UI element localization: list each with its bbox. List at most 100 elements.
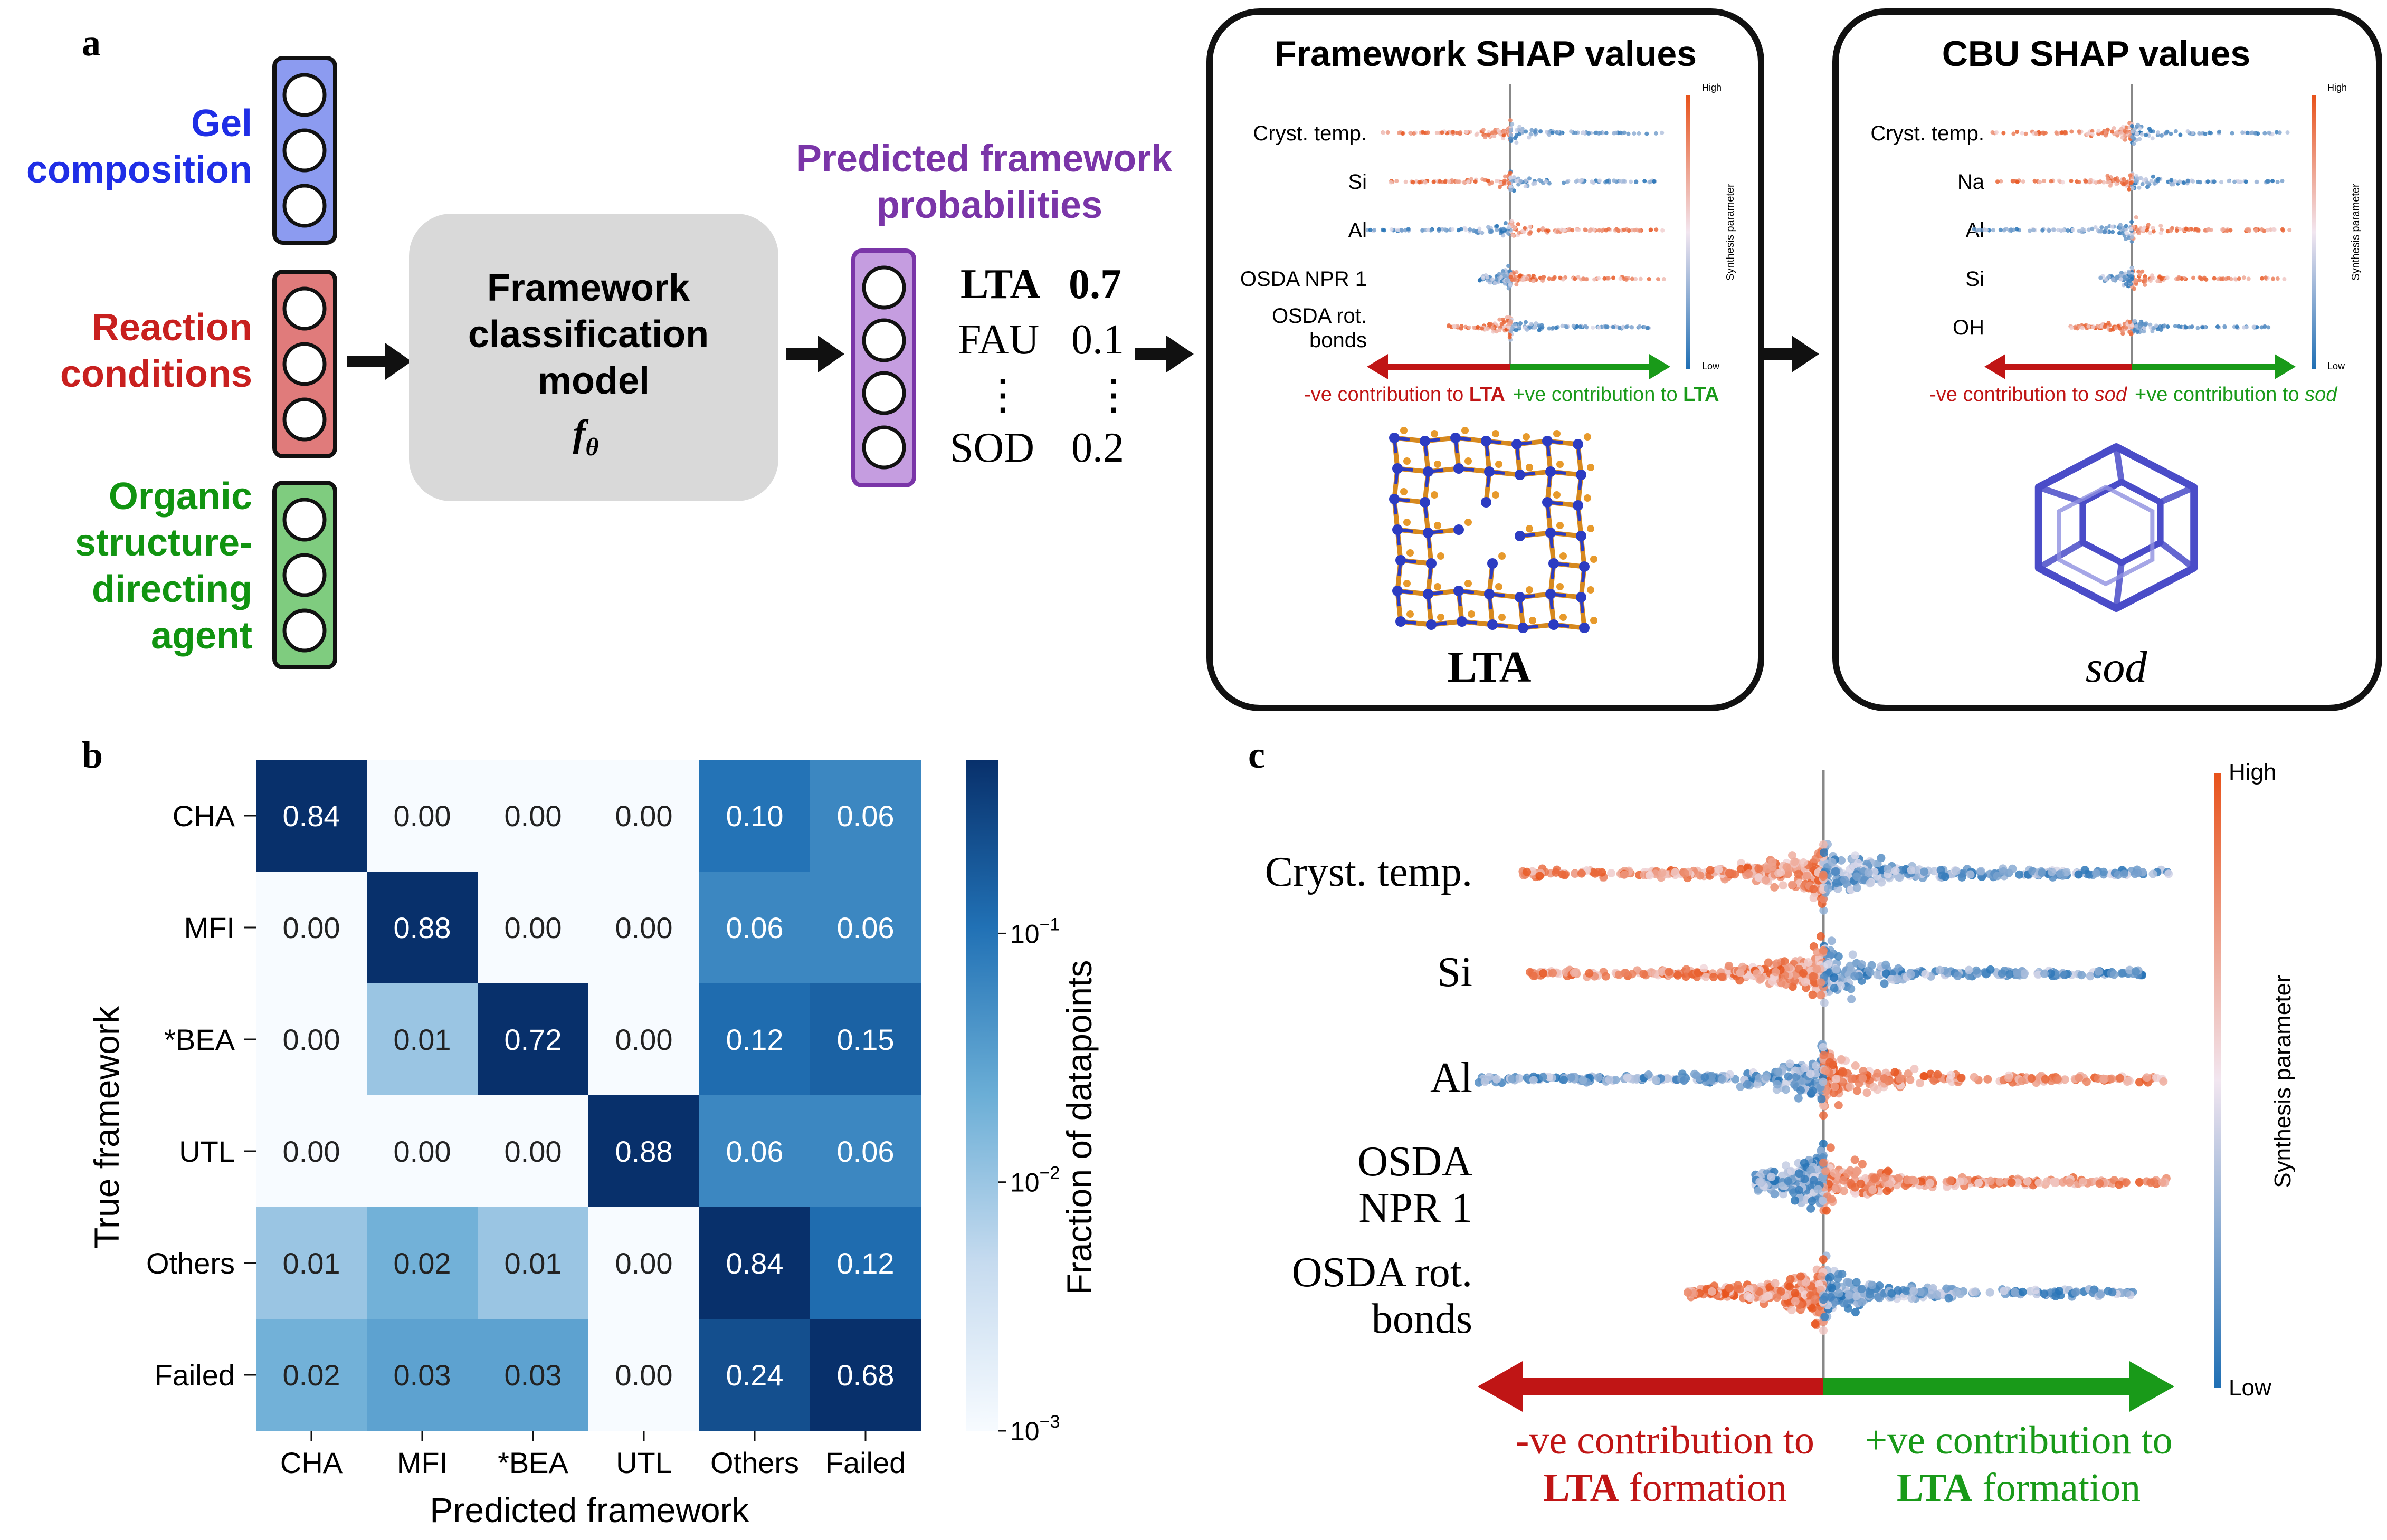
shap-point	[2130, 135, 2135, 139]
shap-point	[1532, 325, 1537, 330]
shap-point	[1673, 971, 1682, 980]
lta-atom-t	[1576, 531, 1586, 541]
shap-point	[1909, 1287, 1918, 1296]
shap-point	[2062, 868, 2071, 877]
shap-point	[1492, 1075, 1501, 1084]
shap-point	[1540, 226, 1545, 231]
shap-point	[1916, 1079, 1924, 1087]
shap-colorbar-high: High	[2229, 759, 2277, 785]
shap-point	[1671, 868, 1679, 877]
shap-point	[1622, 227, 1627, 232]
lta-atom-o	[1461, 427, 1469, 434]
shap-point	[1555, 229, 1560, 234]
heatmap-row-label: UTL	[179, 1135, 235, 1168]
shap-point	[1660, 130, 1665, 135]
shap-point	[1852, 1292, 1861, 1301]
shap-point	[1955, 1177, 1964, 1186]
shap-point	[1784, 1176, 1793, 1185]
shap-point	[1811, 1061, 1820, 1070]
shap-point	[1513, 322, 1517, 327]
shap-point	[1495, 179, 1499, 184]
shap-point	[2145, 180, 2150, 185]
heatmap-cell-value: 0.24	[726, 1359, 784, 1392]
shap-point	[1825, 1058, 1834, 1067]
shap-point	[1547, 181, 1552, 186]
shap-point	[2091, 869, 2100, 878]
shap-point	[1894, 1174, 1903, 1183]
shap-point	[1451, 324, 1456, 329]
heatmap-row-label: *BEA	[164, 1023, 235, 1056]
shap-point	[1819, 1077, 1828, 1086]
shap-point	[1517, 125, 1522, 129]
shap-point	[1621, 178, 1626, 183]
shap-point	[2117, 231, 2122, 235]
shap-point	[2107, 275, 2112, 280]
shap-point	[1585, 969, 1594, 978]
shap-point	[2118, 131, 2123, 136]
lta-atom-t	[1457, 616, 1467, 627]
heatmap-cell-value: 0.06	[726, 911, 784, 944]
lta-atom-t	[1423, 466, 1433, 477]
shap-point	[1632, 131, 1637, 136]
shap-point	[2050, 1179, 2059, 1188]
shap-point	[1502, 178, 1507, 183]
shap-point	[2255, 325, 2259, 330]
shap-point	[1618, 179, 1623, 184]
shap-point	[1550, 276, 1555, 281]
lta-atom-o	[1556, 583, 1564, 590]
shap-point	[1790, 857, 1799, 866]
shap-point	[1819, 872, 1828, 881]
shap-point	[1592, 227, 1596, 232]
shap-point	[1833, 1274, 1842, 1283]
shap-point	[2127, 279, 2132, 283]
shap-point	[1847, 1075, 1856, 1084]
shap-point	[1583, 227, 1587, 232]
lta-atom-o	[1464, 580, 1472, 587]
shap-point	[1799, 969, 1808, 978]
shap-point	[2107, 1074, 2116, 1083]
shap-point	[1389, 180, 1393, 185]
shap-point	[1501, 130, 1505, 135]
mini-colorbar-label: Synthesis parameter	[1725, 184, 1736, 281]
shap-point	[1970, 1073, 1979, 1082]
shap-point	[2027, 1074, 2036, 1083]
shap-point	[1809, 885, 1818, 894]
shap-point	[2004, 1074, 2013, 1083]
heatmap-cell	[478, 983, 588, 1095]
shap-point	[2090, 129, 2095, 133]
shap-point	[1594, 1073, 1603, 1082]
shap-point	[1871, 1173, 1880, 1182]
shap-point	[1884, 1166, 1893, 1175]
mini-pos-label: +ve contribution to LTA	[1513, 384, 1719, 406]
shap-point	[1573, 130, 1578, 135]
shap-point	[1873, 970, 1882, 979]
shap-point	[1578, 1076, 1587, 1085]
shap-point	[1450, 130, 1455, 135]
mini-feature-label: Na	[1957, 170, 1985, 194]
lta-atom-t	[1576, 592, 1586, 602]
shap-point	[2118, 223, 2123, 227]
shap-point	[1477, 226, 1482, 231]
swarm-row	[1475, 1039, 2168, 1120]
shap-point	[1796, 1272, 1805, 1281]
shap-point	[1853, 859, 1862, 868]
shap-point	[1873, 859, 1882, 868]
shap-point	[1529, 322, 1534, 327]
shap-point	[2119, 127, 2124, 131]
heatmap-cell	[588, 983, 699, 1095]
shap-point	[2082, 1077, 2091, 1086]
shap-point	[1868, 1280, 1877, 1289]
mini-pos-label: +ve contribution to sod	[2135, 384, 2338, 406]
shap-point	[1423, 180, 1428, 185]
shap-point	[1700, 1073, 1709, 1082]
shap-point	[2158, 231, 2163, 235]
shap-point	[2135, 227, 2140, 232]
lta-atom-o	[1587, 586, 1594, 594]
shap-point	[1857, 1285, 1866, 1294]
shap-point	[1875, 1281, 1884, 1290]
shap-point	[1505, 278, 1509, 283]
shap-point	[1552, 868, 1561, 877]
shap-point	[1584, 325, 1589, 330]
heatmap-col-label: Others	[710, 1446, 799, 1479]
shap-point	[2052, 227, 2057, 232]
